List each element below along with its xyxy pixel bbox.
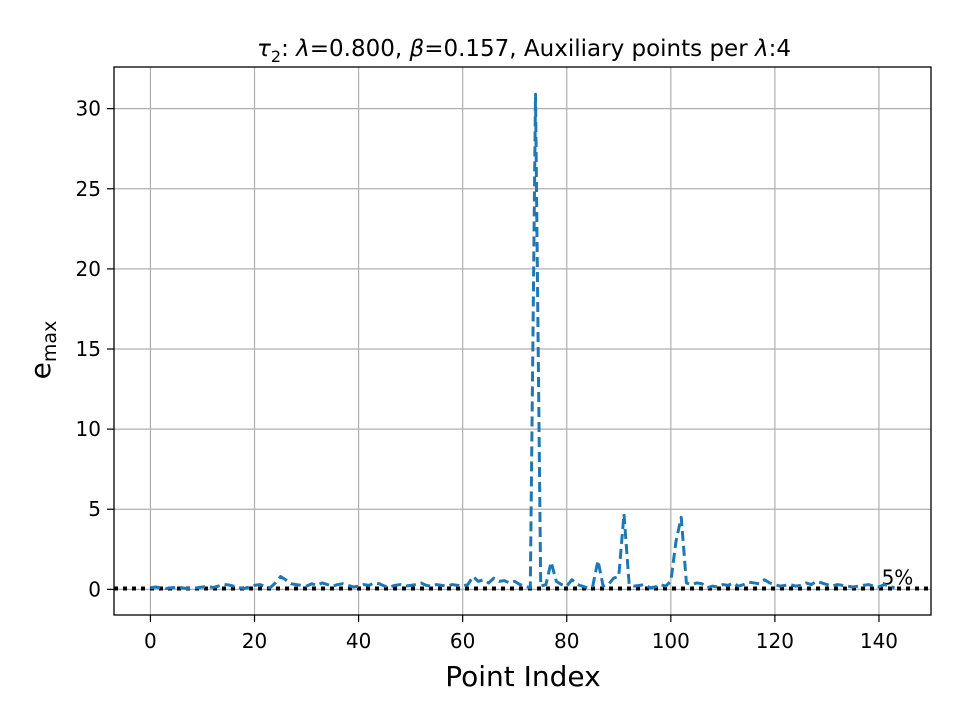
title-lambda-value: =0.800, — [310, 36, 410, 62]
title-beta-value: =0.157, Auxiliary points per — [424, 36, 755, 62]
y-tick-label: 20 — [76, 257, 101, 281]
series-line — [150, 92, 896, 591]
series-layer — [150, 92, 896, 591]
title-tail: :4 — [769, 36, 791, 62]
title-tau: τ — [257, 36, 271, 62]
y-tick-label: 10 — [76, 417, 101, 441]
grid-lines — [114, 67, 931, 615]
plot-frame — [113, 66, 932, 616]
title-tau-subscript: 2 — [271, 47, 281, 66]
chart-title: τ2: λ=0.800, β=0.157, Auxiliary points p… — [257, 36, 791, 66]
y-tick-label: 0 — [88, 577, 101, 601]
x-tick-label: 0 — [144, 629, 157, 653]
title-lambda: λ — [294, 36, 310, 62]
x-ticks: 0 20 40 60 80 100 120 140 — [144, 615, 898, 653]
y-axis-label-main: e — [24, 362, 57, 379]
y-axis-label-sub: max — [39, 321, 61, 362]
x-tick-label: 80 — [554, 629, 579, 653]
title-lambda-2: λ — [753, 36, 769, 62]
title-sep: : — [281, 36, 296, 62]
x-tick-label: 120 — [756, 629, 794, 653]
x-tick-label: 40 — [346, 629, 371, 653]
y-tick-label: 30 — [76, 97, 101, 121]
x-tick-label: 20 — [242, 629, 267, 653]
title-beta: β — [409, 36, 425, 62]
y-axis-label: emax — [24, 321, 61, 380]
x-tick-label: 100 — [652, 629, 690, 653]
x-axis-label: Point Index — [445, 660, 601, 693]
y-tick-label: 25 — [76, 177, 101, 201]
threshold-layer: 5% — [114, 566, 931, 591]
x-tick-label: 140 — [860, 629, 898, 653]
y-ticks: 0 5 10 15 20 25 30 — [76, 97, 114, 601]
y-tick-label: 5 — [88, 497, 101, 521]
y-tick-label: 15 — [76, 337, 101, 361]
x-tick-label: 60 — [450, 629, 475, 653]
